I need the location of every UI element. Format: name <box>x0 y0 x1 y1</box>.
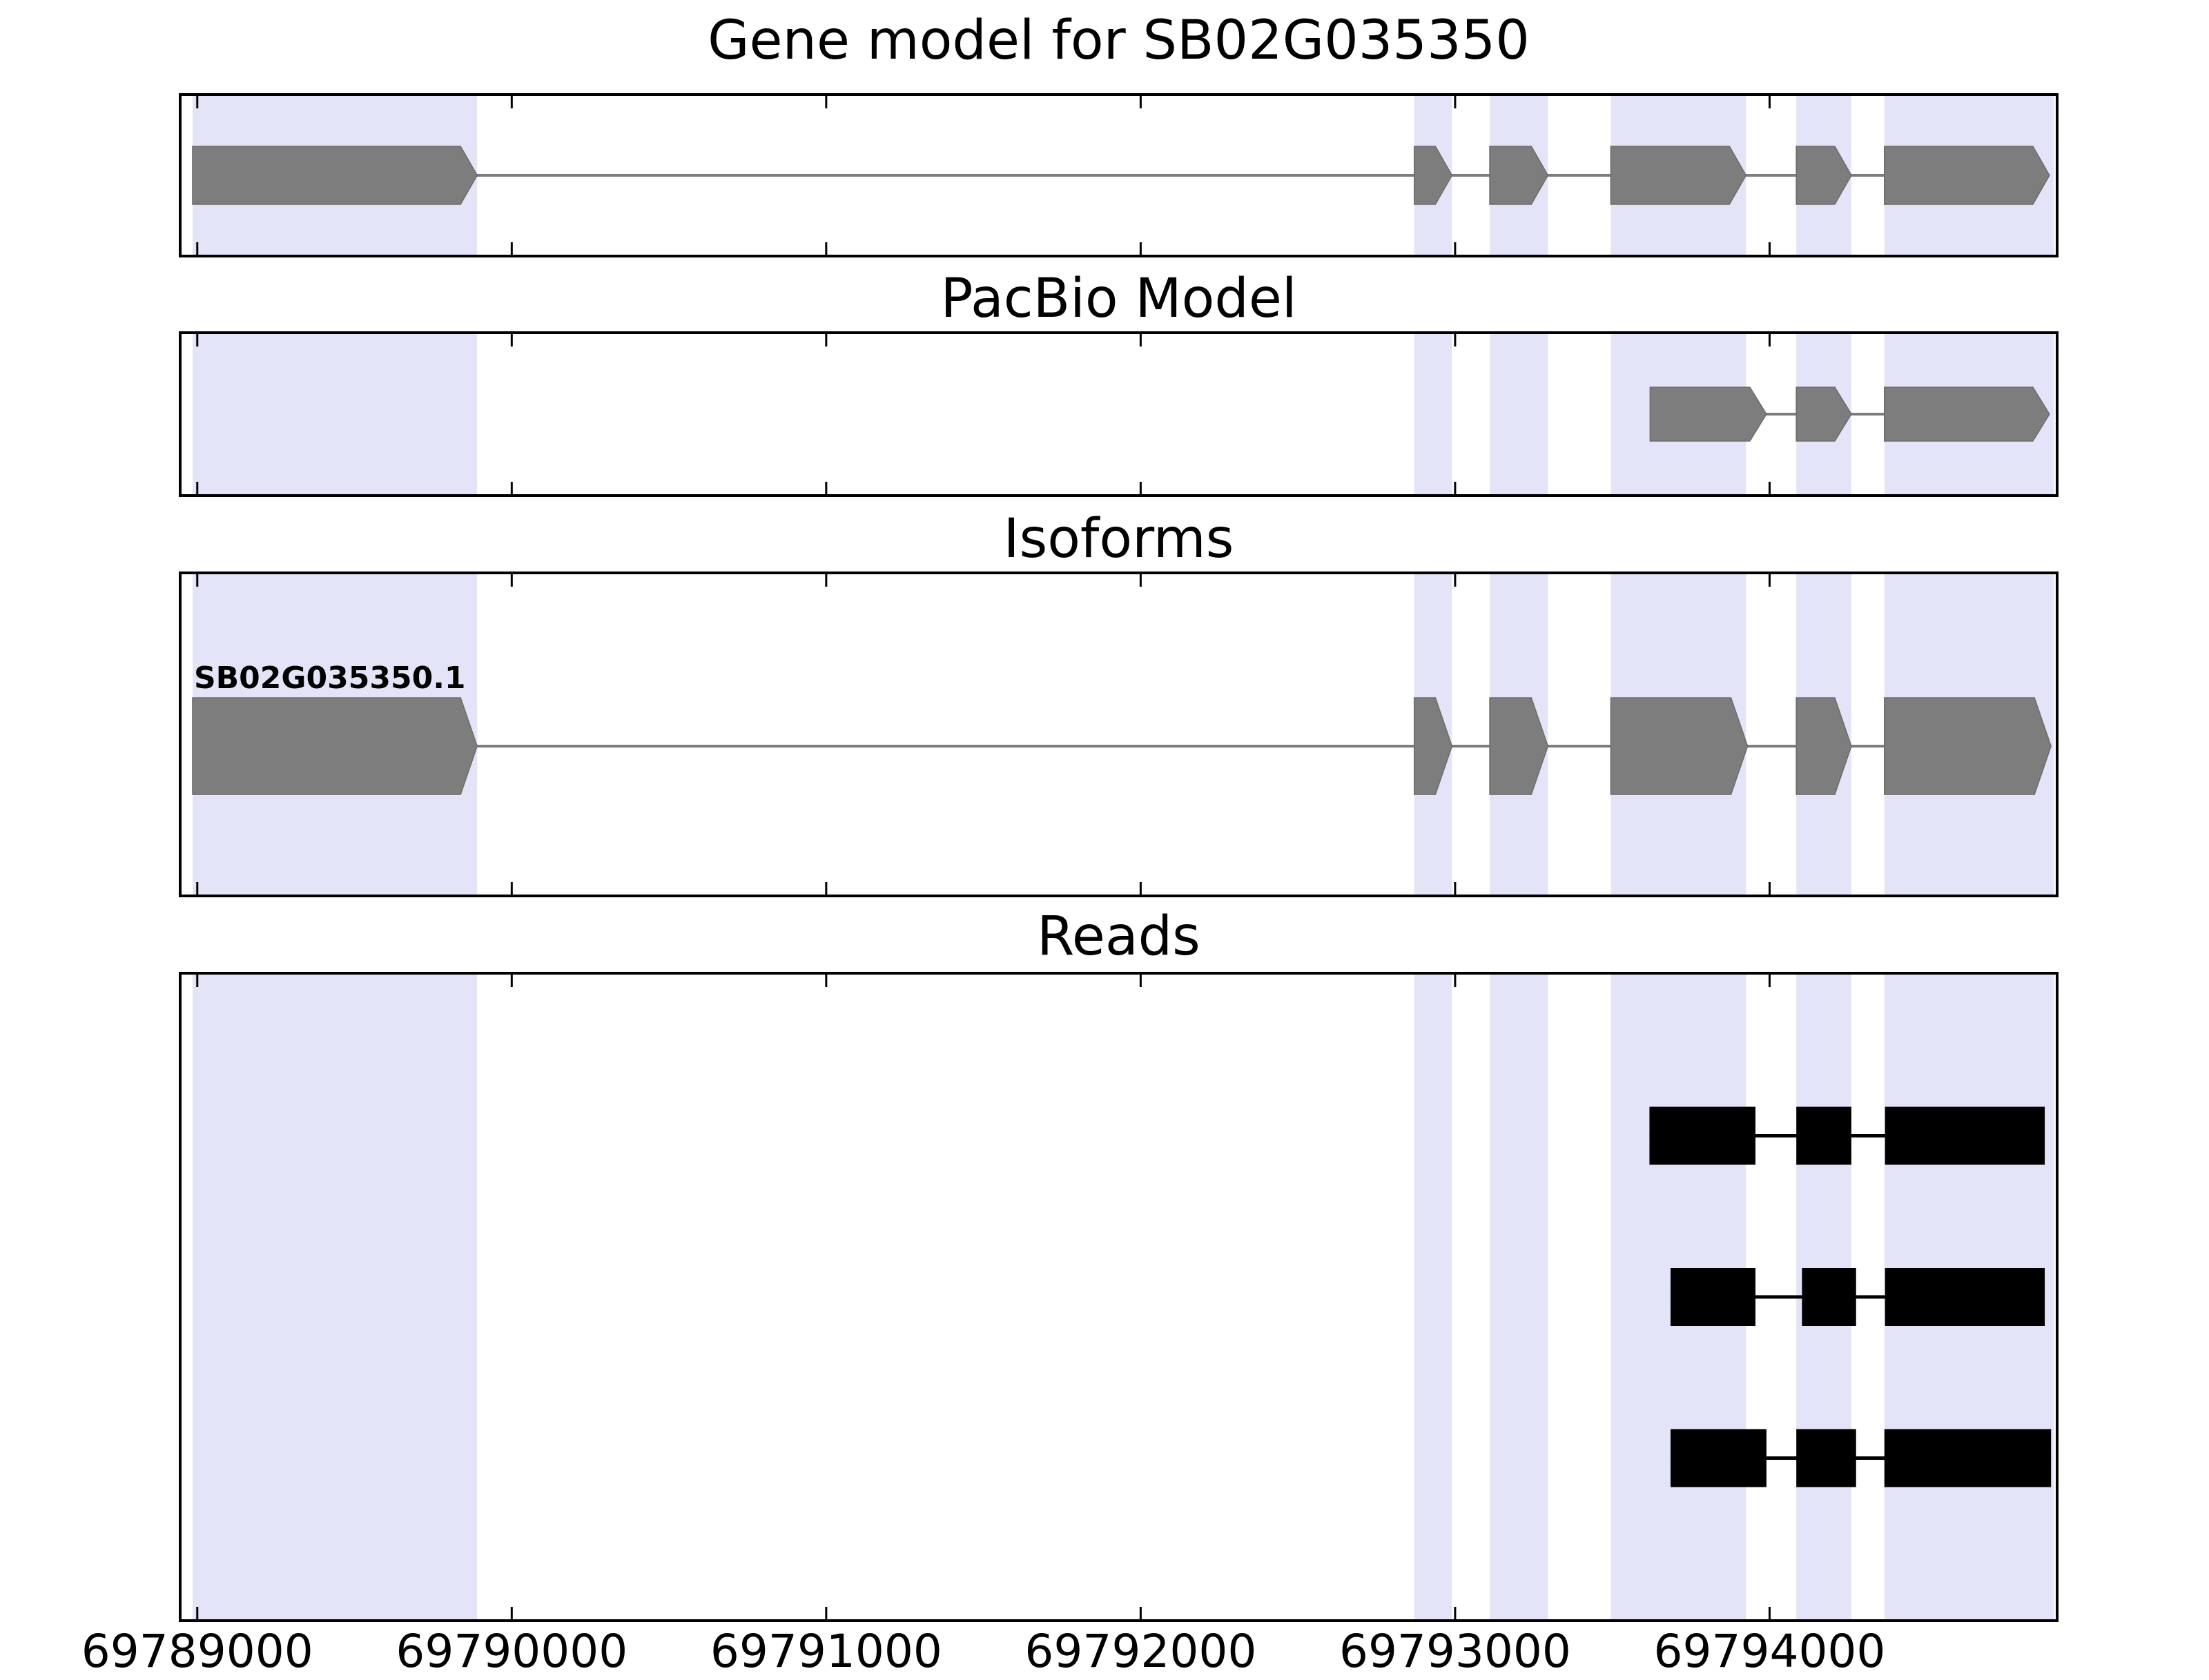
read-block <box>1884 1429 2052 1487</box>
exon-arrow <box>192 146 478 205</box>
exon-arrow <box>1413 146 1453 205</box>
panel-gene-model <box>179 93 2059 257</box>
x-tick-label: 69793000 <box>1339 1625 1571 1678</box>
exon-highlight-band <box>1490 334 1548 494</box>
exon-highlight-band <box>1414 975 1452 1619</box>
exon-arrow <box>1610 146 1747 205</box>
isoform-label: SB02G035350.1 <box>194 661 466 696</box>
panel-title-pacbio-model: PacBio Model <box>940 268 1297 330</box>
x-tick-label: 69792000 <box>1024 1625 1257 1678</box>
pacbio-model-canvas <box>192 334 2054 494</box>
x-axis-tick-labels: 69789000 69790000 69791000 69792000 69793000… <box>81 1625 2056 1680</box>
exon-arrow <box>1883 387 2050 442</box>
read-block <box>1670 1268 1755 1326</box>
exon-arrow <box>192 697 478 795</box>
exon-highlight-band <box>192 334 478 494</box>
x-tick-label: 69790000 <box>396 1625 628 1678</box>
exon-highlight-band <box>192 975 478 1619</box>
gene-model-canvas <box>192 96 2054 255</box>
read-block <box>1885 1268 2045 1326</box>
x-tick-label: 69791000 <box>710 1625 942 1678</box>
panel-pacbio-model <box>179 331 2059 497</box>
exon-arrow <box>1796 697 1852 795</box>
exon-arrow <box>1489 697 1549 795</box>
exon-arrow <box>1649 387 1767 442</box>
x-tick-label: 69789000 <box>81 1625 313 1678</box>
exon-arrow <box>1883 146 2050 205</box>
read-block <box>1796 1429 1856 1487</box>
read-block <box>1796 1106 1851 1165</box>
panel-title-isoforms: Isoforms <box>1003 508 1234 570</box>
read-block <box>1802 1268 1856 1326</box>
exon-highlight-band <box>1414 334 1452 494</box>
read-block <box>1885 1106 2045 1165</box>
exon-highlight-band <box>1490 975 1548 1619</box>
exon-arrow <box>1489 146 1549 205</box>
isoforms-canvas: SB02G035350.1 <box>192 574 2054 895</box>
reads-canvas <box>192 975 2054 1619</box>
panel-title-gene-model: Gene model for SB02G035350 <box>708 10 1530 72</box>
exon-arrow <box>1796 146 1852 205</box>
panel-isoforms: SB02G035350.1 <box>179 572 2059 897</box>
exon-arrow <box>1610 697 1749 795</box>
exon-arrow <box>1796 387 1852 442</box>
read-block <box>1649 1106 1755 1165</box>
exon-arrow <box>1413 697 1453 795</box>
panel-title-reads: Reads <box>1037 906 1200 968</box>
x-tick-label: 69794000 <box>1653 1625 1886 1678</box>
read-block <box>1670 1429 1767 1487</box>
exon-arrow <box>1883 697 2052 795</box>
panel-reads <box>179 972 2059 1622</box>
